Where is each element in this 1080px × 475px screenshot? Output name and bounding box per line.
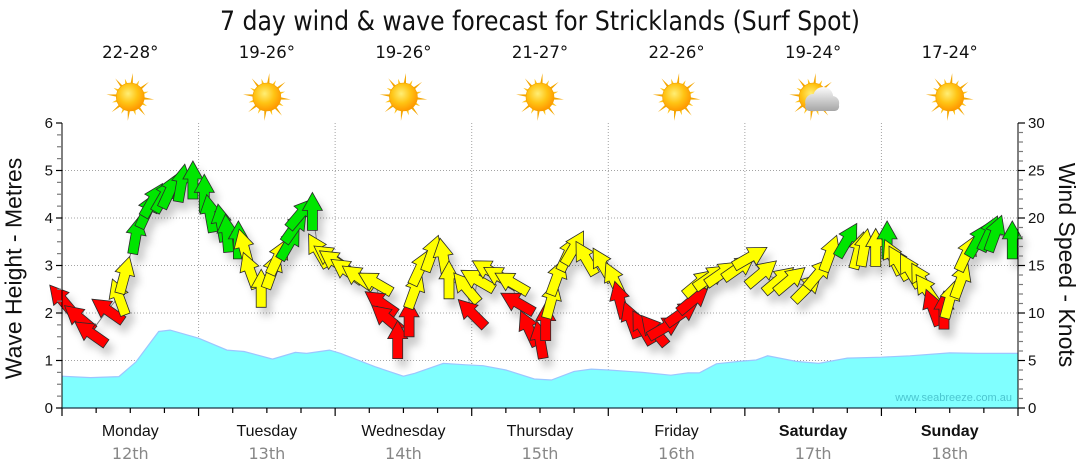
wind-arrow [114,255,136,296]
wind-arrow [108,278,131,317]
wind-arrow [1001,220,1023,260]
wave-height-line [61,329,1018,381]
sun-icon [379,72,428,122]
wind-arrow [91,298,127,326]
day-forecast: 21-27° [512,43,568,122]
temperature-range: 22-28° [102,43,158,62]
sun-icon [515,72,565,122]
day-forecast: 19-26° [375,43,432,122]
left-tick-label: 1 [45,353,53,370]
day-forecast: 19-26° [239,43,295,122]
temperature-range: 19-26° [375,43,431,62]
left-tick-label: 0 [45,400,53,417]
date-label: 12th [112,444,149,463]
day-label: Saturday [779,423,848,440]
chart-title: 7 day wind & wave forecast for Stricklan… [220,6,860,37]
wind-arrow [500,292,537,317]
left-tick-label: 3 [45,258,53,275]
sun-icon [242,72,292,122]
wind-arrow [772,267,806,297]
left-tick-label: 5 [45,163,53,180]
wind-arrow [357,272,395,297]
wind-arrow [730,246,768,272]
wind-arrow [301,191,324,231]
left-tick-label: 4 [45,210,53,227]
wind-arrow [494,272,532,297]
date-label: 18th [931,444,968,463]
day-label: Thursday [507,423,574,440]
x-axis-day-labels: Monday 12th Tuesday 13th Wednesday 14th Thursd… [102,423,979,463]
day-label: Tuesday [236,423,297,440]
date-label: 15th [522,444,559,463]
daily-forecast-row: 22-28° 19-26° 19-26° 21-27° 22-26° 19-24° 17-2… [102,43,978,122]
day-forecast: 22-26° [648,43,705,122]
sun-icon [106,72,155,122]
wind-arrow [74,321,110,349]
temperature-range: 19-24° [785,43,841,62]
day-label: Wednesday [361,423,445,440]
watermark: www.seabreeze.com.au [894,392,1012,404]
y-axis-title-left: Wave Height - Metres [1,158,27,380]
temperature-range: 21-27° [512,43,568,62]
wind-speed-series [49,160,1023,360]
wind-arrow [743,260,778,290]
day-forecast: 22-28° [102,43,158,122]
right-tick-label: 10 [1028,305,1045,322]
right-tick-label: 30 [1028,115,1045,132]
y-axis-title-right: Wind Speed - Knots [1054,163,1080,368]
temperature-range: 22-26° [648,43,704,62]
wave-height-series [61,329,1018,408]
date-label: 17th [795,444,832,463]
temperature-range: 19-26° [239,43,295,62]
wind-arrow [457,298,490,331]
day-forecast: 17-24° [922,43,978,122]
wind-arrow [387,319,409,360]
tick-labels: 0 1 2 3 4 5 6 0 5 10 15 20 25 30 [45,115,1045,417]
sun-icon [652,72,701,122]
wave-height-area [62,330,1018,408]
right-tick-label: 20 [1028,210,1045,227]
date-label: 16th [658,444,695,463]
date-label: 13th [248,444,285,463]
left-tick-label: 2 [45,305,53,322]
wind-arrow [949,261,972,300]
day-label: Monday [102,423,159,440]
date-label: 14th [385,444,422,463]
left-tick-label: 6 [45,115,53,132]
axes [56,122,1025,416]
day-label: Friday [654,423,698,440]
wind-arrow [398,297,420,338]
day-label: Sunday [921,423,979,440]
right-tick-label: 15 [1028,258,1045,275]
temperature-range: 17-24° [922,43,978,62]
right-tick-label: 0 [1028,400,1036,417]
sun-icon [925,72,974,122]
right-tick-label: 5 [1028,353,1036,370]
right-tick-label: 25 [1028,163,1045,180]
partly-cloudy-icon [788,72,840,122]
day-forecast: 19-24° [785,43,841,122]
